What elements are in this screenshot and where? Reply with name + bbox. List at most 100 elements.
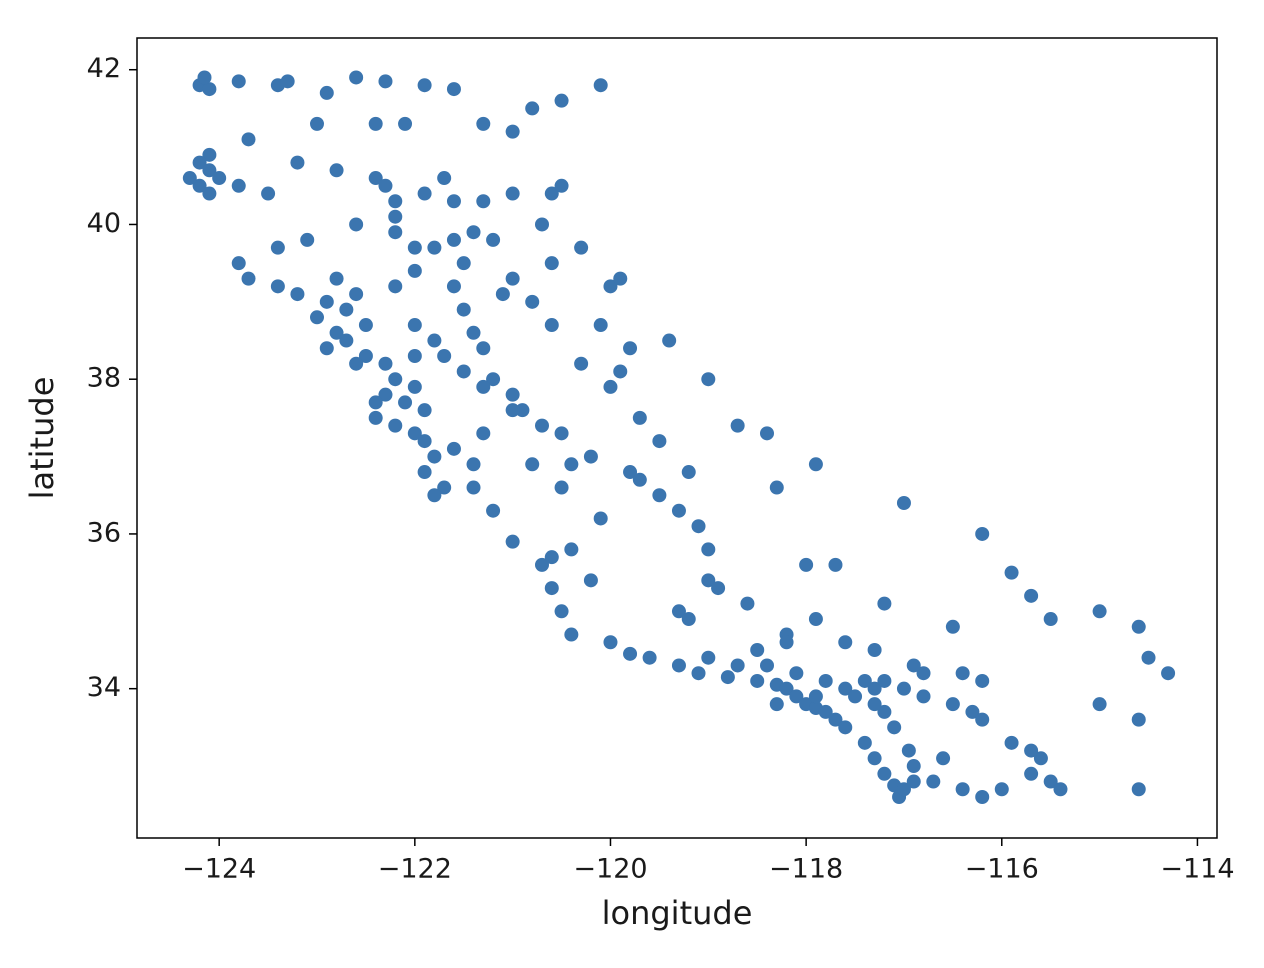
- point: [544, 581, 559, 596]
- point: [857, 735, 872, 750]
- point: [535, 418, 549, 433]
- point: [583, 449, 598, 464]
- point: [437, 348, 452, 363]
- x-tick-label: −118: [769, 854, 843, 885]
- point: [642, 650, 657, 665]
- point: [1033, 751, 1048, 766]
- point: [329, 271, 344, 286]
- point: [486, 232, 501, 247]
- point: [427, 449, 442, 464]
- point: [945, 697, 960, 712]
- point: [701, 573, 716, 588]
- point: [398, 116, 413, 131]
- point: [740, 596, 755, 611]
- point: [975, 789, 990, 804]
- point: [877, 673, 892, 688]
- point: [300, 232, 315, 247]
- point: [388, 225, 403, 240]
- point: [202, 186, 217, 201]
- point: [769, 480, 784, 495]
- point: [789, 689, 804, 704]
- point: [368, 410, 383, 425]
- point: [446, 441, 461, 456]
- point: [867, 697, 882, 712]
- point: [564, 457, 579, 472]
- point: [808, 689, 823, 704]
- point: [505, 271, 520, 286]
- point: [505, 534, 520, 549]
- point: [290, 155, 305, 170]
- point: [407, 379, 422, 394]
- point: [417, 403, 432, 418]
- point: [975, 712, 990, 727]
- point: [388, 279, 403, 294]
- point: [349, 356, 364, 371]
- point: [202, 82, 217, 97]
- point: [828, 557, 843, 572]
- point: [701, 650, 716, 665]
- point: [525, 294, 540, 309]
- point: [906, 759, 921, 774]
- point: [652, 434, 667, 449]
- point: [378, 356, 393, 371]
- point: [808, 612, 823, 627]
- point: [525, 101, 540, 116]
- point: [671, 658, 686, 673]
- x-tick-label: −120: [573, 854, 647, 885]
- point: [476, 116, 491, 131]
- point: [407, 318, 422, 333]
- point: [916, 666, 931, 681]
- point: [779, 635, 794, 650]
- point: [613, 364, 628, 379]
- point: [486, 372, 501, 387]
- point: [818, 673, 833, 688]
- point: [486, 503, 501, 518]
- point: [437, 480, 452, 495]
- point: [877, 766, 892, 781]
- point: [407, 348, 422, 363]
- point: [828, 712, 843, 727]
- point: [476, 194, 491, 209]
- point: [603, 635, 618, 650]
- point: [975, 526, 990, 541]
- point: [652, 488, 667, 503]
- point: [564, 627, 579, 642]
- point: [202, 147, 217, 162]
- x-tick-label: −124: [182, 854, 256, 885]
- point: [544, 550, 559, 565]
- point: [417, 434, 432, 449]
- point: [290, 287, 305, 302]
- point: [319, 294, 334, 309]
- point: [241, 271, 256, 286]
- point: [1024, 588, 1039, 603]
- point: [818, 704, 833, 719]
- point: [593, 78, 608, 93]
- point: [632, 410, 647, 425]
- point: [505, 387, 520, 402]
- point: [349, 287, 364, 302]
- point: [427, 488, 442, 503]
- point: [877, 704, 892, 719]
- point: [446, 279, 461, 294]
- point: [388, 194, 403, 209]
- point: [231, 74, 246, 89]
- point: [916, 689, 931, 704]
- point: [437, 171, 452, 186]
- point: [671, 604, 686, 619]
- point: [407, 426, 422, 441]
- point: [671, 503, 686, 518]
- point: [955, 666, 970, 681]
- point: [319, 341, 334, 356]
- point: [515, 403, 530, 418]
- point: [544, 186, 559, 201]
- point: [1024, 743, 1039, 758]
- plot-frame: [136, 37, 1218, 839]
- point: [769, 697, 784, 712]
- point: [525, 457, 540, 472]
- point: [446, 232, 461, 247]
- y-tick-label: 36: [87, 517, 121, 548]
- point: [476, 426, 491, 441]
- point: [476, 341, 491, 356]
- point: [554, 604, 569, 619]
- point: [867, 681, 882, 696]
